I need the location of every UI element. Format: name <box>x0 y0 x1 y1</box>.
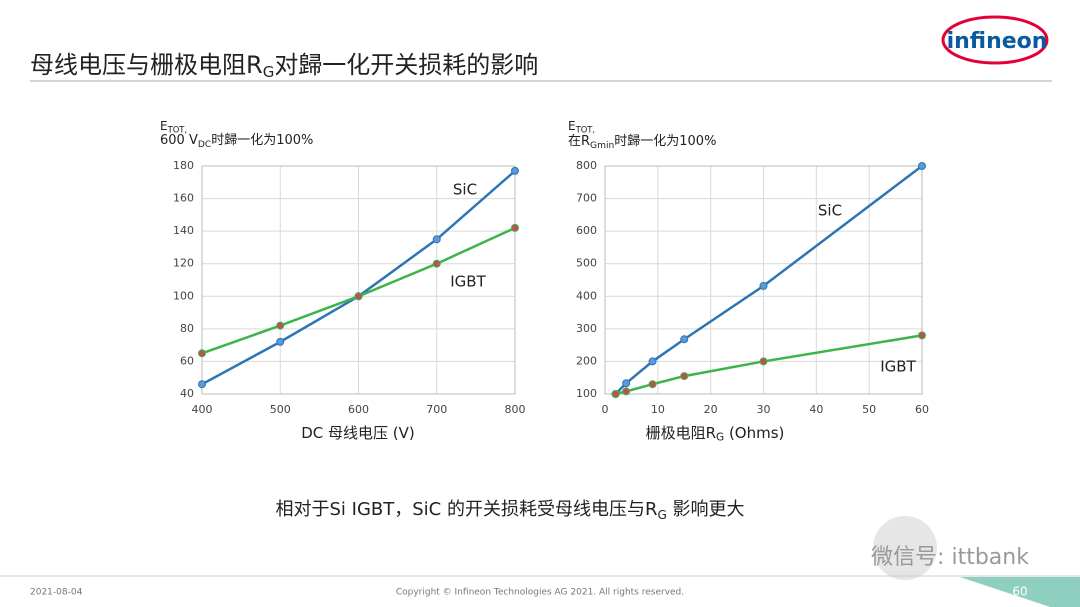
page-number: 60 <box>1012 585 1027 599</box>
x-tick-label: 10 <box>651 403 665 416</box>
title-text: 母线电压与栅极电阻R <box>30 51 263 79</box>
logo-swoosh <box>941 15 1049 65</box>
y-axis-label-part: E <box>568 119 576 133</box>
x-tick-label: 30 <box>757 403 771 416</box>
y-axis-label-part: 在R <box>568 134 590 149</box>
conclusion-text: 相对于Si IGBT，SiC 的开关损耗受母线电压与R <box>275 499 657 520</box>
data-point <box>622 387 631 396</box>
footer-band <box>960 577 1080 607</box>
plot-frame <box>201 165 516 395</box>
y-tick-label: 700 <box>576 192 597 205</box>
y-tick-label: 200 <box>576 354 597 367</box>
footer-date: 2021-08-04 <box>30 588 83 598</box>
title-text: 对歸一化开关损耗的影响 <box>274 51 538 79</box>
watermark-icon <box>873 516 937 580</box>
data-point <box>354 292 363 301</box>
y-axis-label-sub: Gmin <box>590 140 614 150</box>
y-tick-label: 100 <box>173 289 194 302</box>
watermark: 微信号: ittbank <box>871 545 1029 570</box>
x-axis-label-part: 栅极电阻R <box>646 424 716 442</box>
data-point <box>648 380 657 389</box>
data-point <box>432 259 441 268</box>
x-axis-label-sub: G <box>716 432 724 444</box>
x-axis-label: DC 母线电压 (V) <box>301 424 415 442</box>
x-tick-label: 50 <box>862 403 876 416</box>
y-axis-label: 在RGmin时歸一化为100% <box>568 134 716 151</box>
y-tick-label: 300 <box>576 322 597 335</box>
series-label: IGBT <box>880 358 916 376</box>
data-point <box>759 281 768 290</box>
y-tick-label: 140 <box>173 224 194 237</box>
conclusion-sub: G <box>657 508 666 522</box>
y-axis-label-part: E <box>160 119 168 133</box>
conclusion: 相对于Si IGBT，SiC 的开关损耗受母线电压与RG 影响更大 <box>275 499 744 522</box>
y-tick-label: 600 <box>576 224 597 237</box>
data-point <box>680 372 689 381</box>
data-point <box>432 235 441 244</box>
y-axis-label-sub: TOT, <box>167 124 188 134</box>
y-tick-label: 80 <box>180 322 194 335</box>
series-label: IGBT <box>450 273 486 291</box>
y-tick-label: 60 <box>180 354 194 367</box>
x-tick-label: 20 <box>704 403 718 416</box>
data-point <box>511 166 519 175</box>
x-tick-label: 400 <box>192 403 213 416</box>
logo: infineon <box>947 29 1048 54</box>
plot-frame <box>604 165 923 395</box>
y-tick-label: 500 <box>576 257 597 270</box>
data-point <box>918 162 926 170</box>
y-axis-label-sub: DC <box>198 139 211 149</box>
x-axis-label-part: DC 母线电压 (V) <box>301 424 415 442</box>
y-tick-label: 120 <box>173 257 194 270</box>
y-axis-label: 600 VDC时歸一化为100% <box>160 133 313 150</box>
data-point <box>918 331 926 340</box>
slide-title: 母线电压与栅极电阻RG对歸一化开关损耗的影响 <box>30 51 538 81</box>
series-line <box>615 334 923 396</box>
y-tick-label: 160 <box>173 192 194 205</box>
data-point <box>680 335 689 344</box>
x-tick-label: 500 <box>270 403 291 416</box>
x-tick-label: 800 <box>505 403 526 416</box>
data-point <box>622 379 631 388</box>
data-point <box>276 321 285 330</box>
y-axis-label-part: 时歸一化为100% <box>211 133 313 148</box>
y-axis-label-sub: TOT, <box>575 124 596 134</box>
y-tick-label: 180 <box>173 159 194 172</box>
y-tick-label: 100 <box>576 387 597 400</box>
y-axis-label: ETOT, <box>568 119 595 135</box>
y-tick-label: 40 <box>180 387 194 400</box>
conclusion-text: 影响更大 <box>667 499 745 520</box>
x-tick-label: 0 <box>602 403 609 416</box>
y-axis-label: ETOT, <box>160 119 187 135</box>
x-tick-label: 60 <box>915 403 929 416</box>
y-tick-label: 800 <box>576 159 597 172</box>
y-axis-label-part: 600 V <box>160 133 198 148</box>
y-axis-label-part: 时歸一化为100% <box>614 134 716 149</box>
series-label: SiC <box>453 181 477 199</box>
x-axis-label-part: (Ohms) <box>724 424 784 442</box>
y-tick-label: 400 <box>576 289 597 302</box>
title-sub: G <box>263 63 275 81</box>
data-point <box>611 390 620 398</box>
data-point <box>648 357 657 366</box>
series-label: SiC <box>818 202 842 220</box>
x-axis-label: 栅极电阻RG (Ohms) <box>646 424 785 444</box>
data-point <box>511 223 519 232</box>
x-tick-label: 40 <box>809 403 823 416</box>
x-tick-label: 600 <box>348 403 369 416</box>
data-point <box>198 380 206 389</box>
data-point <box>276 337 285 346</box>
footer-copyright: Copyright © Infineon Technologies AG 202… <box>396 588 684 598</box>
data-point <box>759 357 768 366</box>
data-point <box>198 349 206 358</box>
x-tick-label: 700 <box>426 403 447 416</box>
